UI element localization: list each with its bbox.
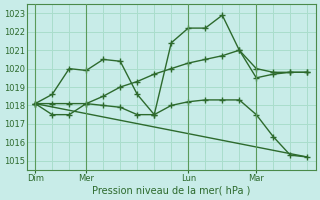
X-axis label: Pression niveau de la mer( hPa ): Pression niveau de la mer( hPa ) [92,186,251,196]
